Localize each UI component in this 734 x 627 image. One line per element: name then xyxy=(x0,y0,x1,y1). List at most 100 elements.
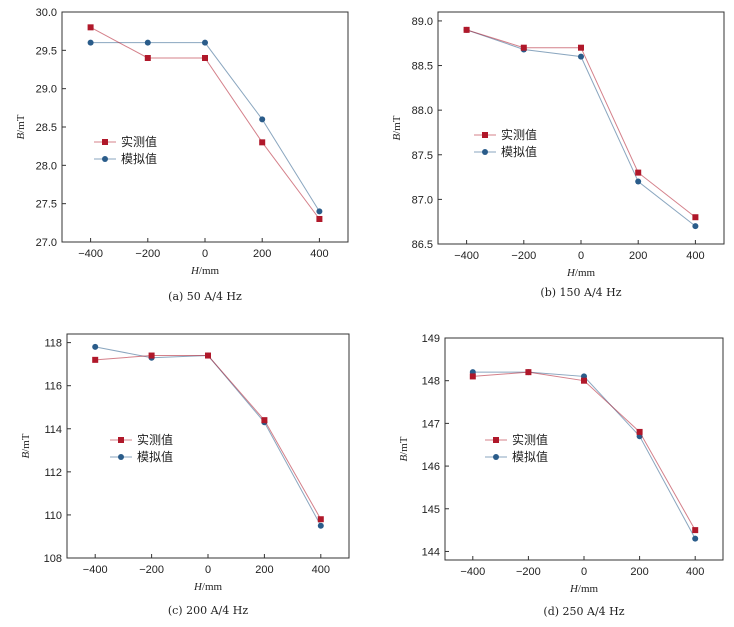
x-axis-unit: /mm xyxy=(575,267,596,279)
measured-point xyxy=(635,169,642,176)
simulated-point xyxy=(202,39,208,46)
legend-marker-simulated xyxy=(102,156,108,162)
x-axis-variable: H xyxy=(569,583,579,595)
measured-point xyxy=(261,417,268,424)
legend-label: 实测值 xyxy=(121,134,157,149)
legend-marker-measured xyxy=(102,139,108,145)
y-tick-label: 30.0 xyxy=(36,7,57,19)
y-axis-variable: B xyxy=(15,133,27,140)
legend-label: 模拟值 xyxy=(512,449,548,464)
measured-point xyxy=(636,428,643,435)
y-axis-unit: /mT xyxy=(398,436,410,455)
y-axis-unit: /mT xyxy=(391,115,403,134)
measured-point xyxy=(692,214,699,221)
y-axis-label: B/mT xyxy=(15,114,27,139)
measured-point xyxy=(205,352,211,359)
x-axis-unit: /mm xyxy=(578,583,599,595)
y-axis-variable: B xyxy=(20,452,32,459)
plot-frame xyxy=(66,333,350,559)
y-tick-label: 27.0 xyxy=(36,237,57,249)
y-tick-label: 149 xyxy=(422,333,440,345)
x-tick-label: −200 xyxy=(516,566,541,578)
subplot-caption: (d) 250 A/4 Hz xyxy=(543,605,624,618)
simulated-point xyxy=(87,39,94,46)
x-tick-label: 200 xyxy=(629,250,647,262)
measured-point xyxy=(202,55,208,61)
simulated-point xyxy=(259,116,266,123)
x-axis-label: H/mm xyxy=(190,265,220,277)
simulated-point xyxy=(316,208,323,215)
series-line-0 xyxy=(472,371,696,531)
x-tick-label: −400 xyxy=(83,564,108,576)
measured-point xyxy=(463,26,470,33)
x-tick-label: 0 xyxy=(578,250,584,262)
x-tick-label: 0 xyxy=(581,566,587,578)
series-line-1 xyxy=(95,346,322,526)
x-tick-label: 200 xyxy=(253,248,271,260)
series-line-1 xyxy=(472,371,696,539)
measured-point xyxy=(259,139,266,146)
y-tick-label: 146 xyxy=(422,461,440,473)
legend-marker-measured xyxy=(493,437,499,443)
x-axis-variable: H xyxy=(193,581,203,593)
y-tick-label: 86.5 xyxy=(412,239,433,251)
x-tick-label: 400 xyxy=(686,250,704,262)
plot-frame xyxy=(61,11,349,243)
y-tick-label: 147 xyxy=(422,418,440,430)
y-tick-label: 28.0 xyxy=(36,160,57,172)
y-tick-label: 110 xyxy=(44,510,62,522)
legend-label: 实测值 xyxy=(512,432,548,447)
y-tick-label: 108 xyxy=(44,553,62,565)
series-line-1 xyxy=(90,42,320,212)
x-tick-label: −400 xyxy=(460,566,485,578)
simulated-point xyxy=(692,223,699,230)
x-tick-label: −400 xyxy=(78,248,103,260)
y-tick-label: 28.5 xyxy=(36,122,57,134)
x-tick-label: 0 xyxy=(202,248,208,260)
simulated-point xyxy=(317,522,324,529)
measured-point xyxy=(87,24,94,31)
measured-point xyxy=(92,356,99,363)
legend-label: 实测值 xyxy=(501,127,537,142)
measured-point xyxy=(578,44,584,51)
simulated-point xyxy=(635,178,642,185)
x-axis-variable: H xyxy=(190,265,200,277)
y-axis-label: B/mT xyxy=(398,436,410,461)
legend-marker-simulated xyxy=(482,149,488,155)
legend-label: 模拟值 xyxy=(137,449,173,464)
subplot-1: 86.5 87.0 87.5 88.0 88.5 89.0 −400 −200 0 200 400 H… xyxy=(391,11,725,299)
y-tick-label: 145 xyxy=(422,504,440,516)
y-tick-label: 116 xyxy=(44,381,62,393)
y-tick-label: 29.5 xyxy=(36,45,57,57)
x-tick-label: 0 xyxy=(205,564,211,576)
x-tick-label: 400 xyxy=(686,566,704,578)
subplot-caption: (b) 150 A/4 Hz xyxy=(540,286,621,299)
legend-marker-measured xyxy=(118,437,124,443)
x-tick-label: −400 xyxy=(454,250,479,262)
simulated-point xyxy=(144,39,151,46)
simulated-point xyxy=(578,53,584,60)
measured-point xyxy=(525,369,532,376)
x-tick-label: −200 xyxy=(139,564,164,576)
y-tick-label: 29.0 xyxy=(36,84,57,96)
x-tick-label: 200 xyxy=(630,566,648,578)
measured-point xyxy=(144,55,151,61)
x-tick-label: 400 xyxy=(312,564,330,576)
x-tick-label: 200 xyxy=(255,564,273,576)
y-tick-label: 88.0 xyxy=(412,105,433,117)
measured-point xyxy=(317,516,324,523)
simulated-point xyxy=(92,343,99,350)
x-axis-label: H/mm xyxy=(569,583,599,595)
y-tick-label: 118 xyxy=(44,338,62,350)
x-tick-label: −200 xyxy=(135,248,160,260)
x-axis-unit: /mm xyxy=(199,265,220,277)
y-axis-label: B/mT xyxy=(20,433,32,458)
legend-label: 模拟值 xyxy=(501,144,537,159)
y-axis-label: B/mT xyxy=(391,115,403,140)
y-tick-label: 88.5 xyxy=(412,61,433,73)
subplot-caption: (a) 50 A/4 Hz xyxy=(168,290,242,303)
